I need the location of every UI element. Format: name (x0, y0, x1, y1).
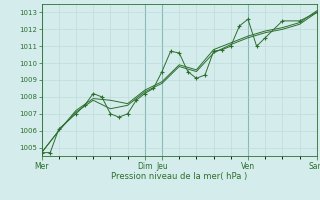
X-axis label: Pression niveau de la mer( hPa ): Pression niveau de la mer( hPa ) (111, 172, 247, 181)
